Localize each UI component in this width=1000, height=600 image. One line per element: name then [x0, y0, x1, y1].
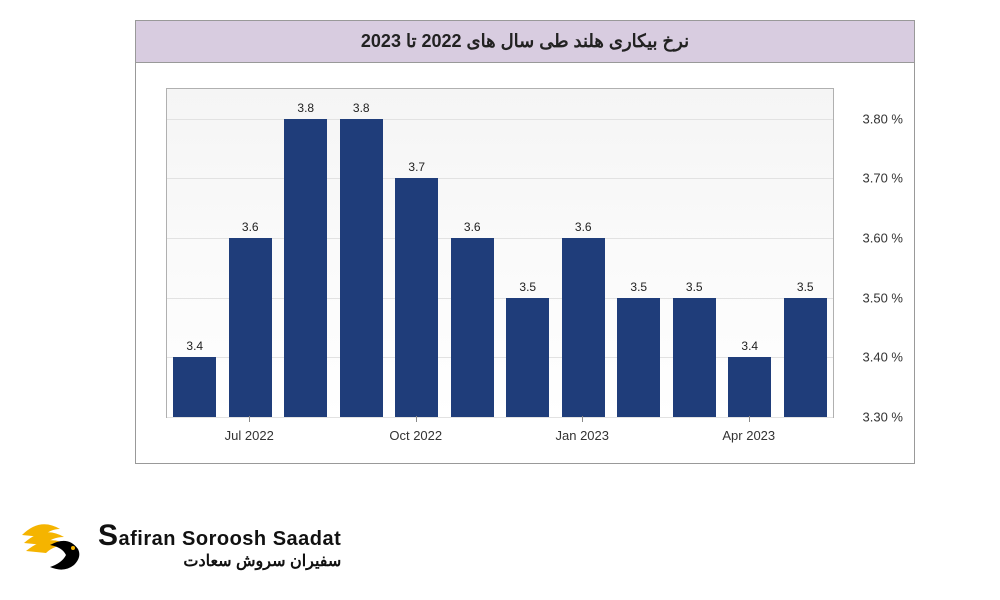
bar: 3.8: [284, 119, 327, 417]
brand-logo: Safiran Soroosh Saadat سفیران سروش سعادت: [20, 515, 341, 575]
bar-value-label: 3.6: [229, 220, 272, 234]
x-tick-label: Oct 2022: [389, 428, 442, 443]
chart-title: نرخ بیکاری هلند طی سال های 2022 تا 2023: [136, 21, 914, 63]
bar-value-label: 3.6: [562, 220, 605, 234]
y-tick-label: 3.30 %: [863, 410, 903, 425]
chart-plot-area: 3.30 %3.40 %3.50 %3.60 %3.70 %3.80 %3.43…: [166, 88, 834, 418]
y-tick-label: 3.70 %: [863, 171, 903, 186]
x-tick-label: Jan 2023: [556, 428, 610, 443]
x-tick-label: Jul 2022: [225, 428, 274, 443]
bar: 3.5: [673, 298, 716, 417]
bar: 3.8: [340, 119, 383, 417]
bar: 3.5: [784, 298, 827, 417]
gridline: [167, 417, 833, 418]
y-tick-label: 3.80 %: [863, 111, 903, 126]
logo-text: Safiran Soroosh Saadat سفیران سروش سعادت: [98, 519, 341, 572]
bar-value-label: 3.5: [617, 280, 660, 294]
gridline: [167, 178, 833, 179]
bar: 3.6: [562, 238, 605, 417]
bar: 3.6: [229, 238, 272, 417]
bar: 3.5: [506, 298, 549, 417]
chart-plot-box: 3.30 % 3.40 % 3.50 % 3.60 % 3.70 % 3.80 % 3.4 3…: [136, 63, 914, 463]
chart-container: نرخ بیکاری هلند طی سال های 2022 تا 2023 …: [135, 20, 915, 464]
bar-value-label: 3.5: [506, 280, 549, 294]
logo-farsi: سفیران سروش سعادت: [98, 553, 341, 571]
logo-english: Safiran Soroosh Saadat: [98, 519, 341, 554]
x-tick-mark: [249, 416, 250, 422]
x-tick-mark: [749, 416, 750, 422]
bar: 3.5: [617, 298, 660, 417]
bar: 3.7: [395, 178, 438, 417]
bar-value-label: 3.7: [395, 160, 438, 174]
bar: 3.4: [728, 357, 771, 417]
y-tick-label: 3.60 %: [863, 231, 903, 246]
bar-value-label: 3.4: [728, 339, 771, 353]
bar-value-label: 3.8: [284, 101, 327, 115]
bar-value-label: 3.5: [784, 280, 827, 294]
bar-value-label: 3.8: [340, 101, 383, 115]
bar: 3.4: [173, 357, 216, 417]
bird-logo-icon: [20, 515, 90, 575]
x-tick-mark: [582, 416, 583, 422]
y-tick-label: 3.40 %: [863, 350, 903, 365]
gridline: [167, 119, 833, 120]
bar-value-label: 3.6: [451, 220, 494, 234]
bar-value-label: 3.4: [173, 339, 216, 353]
x-tick-label: Apr 2023: [722, 428, 775, 443]
bar-value-label: 3.5: [673, 280, 716, 294]
x-tick-mark: [416, 416, 417, 422]
bar: 3.6: [451, 238, 494, 417]
y-tick-label: 3.50 %: [863, 290, 903, 305]
